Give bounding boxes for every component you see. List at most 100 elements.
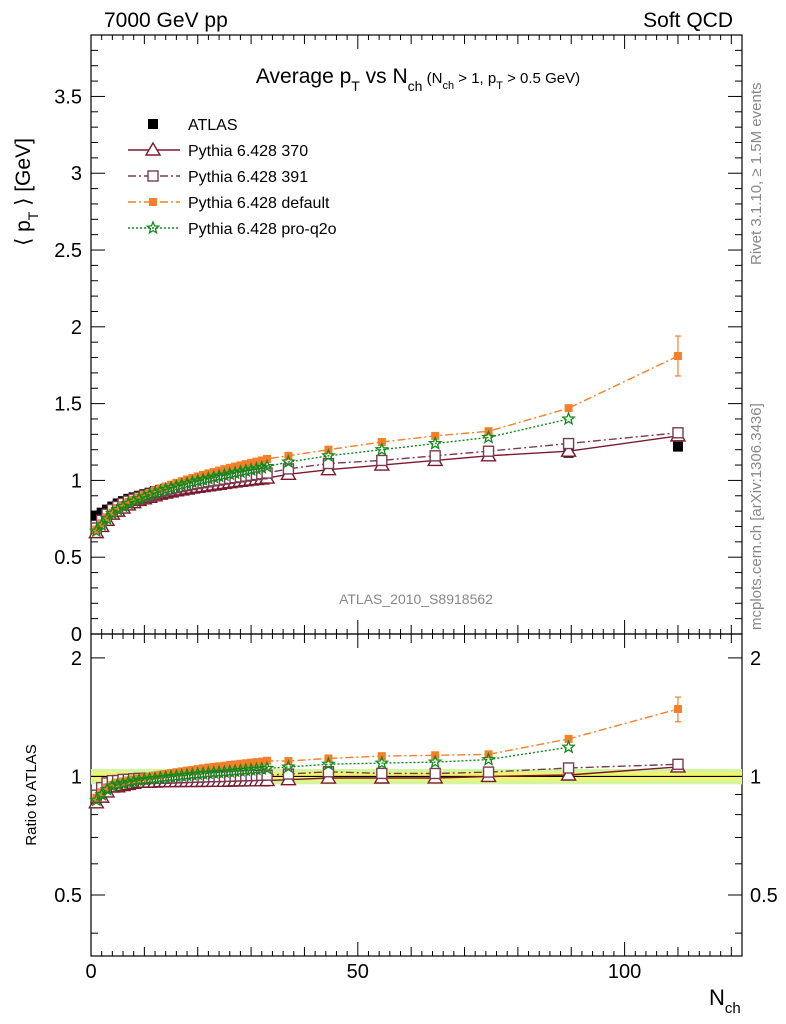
series-4-ratio-point bbox=[174, 767, 190, 783]
legend-item-3: Pythia 6.428 default bbox=[128, 195, 330, 212]
series-4-ratio-point bbox=[136, 771, 152, 786]
x-tick-label: 50 bbox=[347, 961, 369, 983]
series-4-ratio-point bbox=[99, 781, 115, 796]
header-left: 7000 GeV pp bbox=[104, 9, 228, 32]
series-2-point bbox=[429, 450, 441, 462]
mcplots-label: mcplots.cern.ch [arXiv:1306.3436] bbox=[748, 403, 765, 630]
series-4-main bbox=[88, 411, 576, 538]
main-series bbox=[88, 335, 687, 539]
series-3-point bbox=[103, 513, 112, 522]
series-3-line bbox=[95, 355, 679, 531]
series-4-ratio-point bbox=[427, 754, 443, 769]
series-4-point bbox=[190, 473, 206, 488]
ratio-plot-frame bbox=[90, 633, 743, 957]
series-4-ratio-point bbox=[254, 761, 270, 776]
series-4-point bbox=[217, 467, 232, 482]
series-4-point bbox=[227, 465, 243, 480]
tick-labels: 0 50 100 0 0.5 1 1.5 2 2.5 3 3.5 0.5 0.5 1 1 2 2 bbox=[54, 86, 778, 983]
legend-marker bbox=[145, 220, 161, 235]
series-4-ratio-point bbox=[104, 778, 120, 793]
series-3-point bbox=[119, 500, 128, 509]
title-cond-b: > 1, p bbox=[454, 70, 496, 87]
series-4-ratio-point bbox=[233, 762, 248, 777]
series-4-ratio-point bbox=[179, 767, 195, 782]
series-3-ratio-point bbox=[97, 788, 106, 797]
ratio-y-tick-label-right: 2 bbox=[750, 648, 761, 670]
series-4-ratio-point bbox=[184, 766, 200, 782]
series-3-point bbox=[140, 491, 149, 500]
series-4-ratio-point bbox=[374, 755, 390, 770]
y-label-close: ⟩ [GeV] bbox=[12, 138, 35, 212]
series-3-ratio-point bbox=[156, 770, 165, 779]
y-tick-label: 1 bbox=[71, 470, 82, 492]
series-4-point bbox=[184, 474, 200, 489]
ratio-y-tick-label-right: 1 bbox=[750, 766, 761, 788]
series-3-ratio-point bbox=[103, 783, 112, 792]
series-3-point bbox=[673, 352, 682, 361]
legend-label: ATLAS bbox=[188, 117, 238, 134]
series-4-point bbox=[120, 495, 136, 510]
series-4-ratio-point bbox=[259, 760, 275, 775]
series-3-point bbox=[145, 488, 154, 497]
series-2-ratio-line bbox=[95, 763, 679, 796]
main-title: Average pT vs Nch (Nch > 1, pT > 0.5 GeV… bbox=[256, 65, 580, 94]
series-4-point bbox=[152, 483, 168, 498]
series-4-ratio-point bbox=[561, 739, 576, 754]
y-tick-label: 0.5 bbox=[54, 547, 82, 569]
series-2-point bbox=[261, 467, 273, 479]
series-4-point bbox=[104, 505, 120, 520]
series-4-point bbox=[427, 435, 443, 450]
series-2-point bbox=[376, 454, 388, 467]
series-4-ratio-point bbox=[142, 771, 158, 786]
series-3-ratio-point bbox=[167, 769, 176, 778]
legend-marker bbox=[148, 119, 158, 129]
series-4-ratio-point bbox=[217, 764, 232, 779]
series-3-main bbox=[92, 335, 682, 534]
ratio-y-tick-label: 1 bbox=[71, 766, 82, 788]
series-4-point bbox=[94, 517, 110, 532]
series-4-ratio-point bbox=[222, 763, 238, 778]
title-cond-b-sub: T bbox=[496, 80, 503, 92]
series-4-ratio bbox=[88, 739, 576, 807]
series-2-ratio-point bbox=[482, 766, 495, 778]
title-mid: vs N bbox=[360, 65, 408, 88]
title-main: Average p bbox=[256, 65, 351, 88]
series-2-ratio-point bbox=[429, 767, 441, 780]
series-4-point bbox=[168, 478, 184, 493]
legend-item-0: ATLAS bbox=[148, 117, 238, 134]
analysis-label: ATLAS_2010_S8918562 bbox=[339, 591, 493, 607]
series-4-point bbox=[179, 475, 195, 490]
y-tick-label: 0 bbox=[71, 624, 82, 646]
series-3-point bbox=[92, 525, 101, 534]
series-3-point bbox=[564, 404, 573, 413]
title-cond-c: > 0.5 GeV) bbox=[503, 70, 580, 87]
legend-item-4: Pythia 6.428 pro-q2o bbox=[128, 220, 337, 238]
series-2-ratio-point bbox=[376, 767, 388, 780]
axis-ticks bbox=[90, 35, 742, 956]
series-3-point bbox=[129, 495, 138, 504]
series-3-point bbox=[113, 504, 122, 513]
series-4-point bbox=[222, 466, 238, 481]
series-3-point bbox=[183, 475, 192, 484]
ratio-y-tick-label: 0.5 bbox=[54, 885, 82, 907]
series-4-ratio-point bbox=[131, 772, 147, 787]
series-4-ratio-point bbox=[152, 770, 168, 785]
ratio-y-tick-label: 2 bbox=[71, 648, 82, 670]
y-label-open: ⟨ p bbox=[12, 220, 35, 246]
series-4-point bbox=[481, 429, 496, 444]
series-4-ratio-point bbox=[249, 761, 264, 776]
series-3-ratio-point bbox=[161, 769, 170, 778]
series-1-ratio-point bbox=[560, 766, 577, 781]
series-1-point bbox=[560, 442, 577, 457]
series-4-ratio-point bbox=[115, 775, 131, 790]
legend-marker bbox=[144, 141, 162, 156]
series-3-ratio-line bbox=[95, 708, 679, 799]
legend-label: Pythia 6.428 370 bbox=[188, 143, 308, 160]
series-0-point bbox=[672, 441, 683, 452]
series-3-ratio-point bbox=[92, 793, 101, 802]
series-2-ratio-point bbox=[672, 758, 684, 770]
legend-label: Pythia 6.428 pro-q2o bbox=[188, 221, 337, 238]
series-4-ratio-point bbox=[281, 759, 296, 774]
series-4-point bbox=[142, 487, 158, 502]
series-3-ratio-point bbox=[564, 734, 573, 743]
